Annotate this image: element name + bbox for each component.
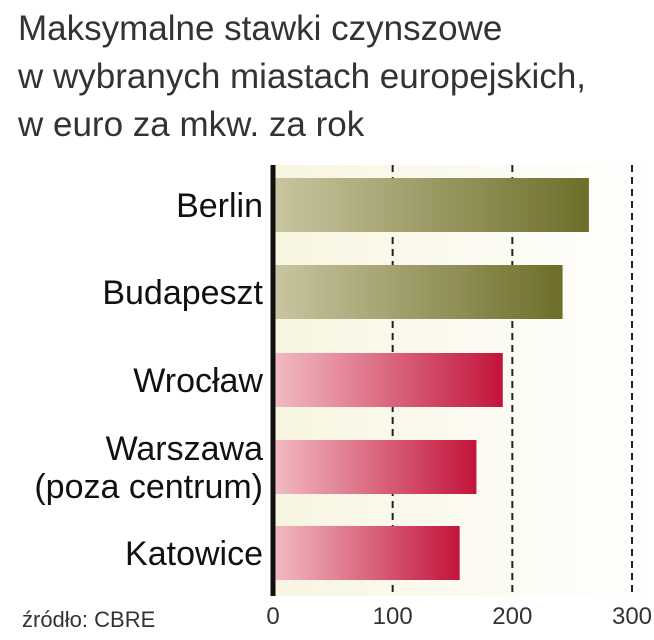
tick-label-100: 100: [373, 603, 413, 630]
bar-wrocław: [273, 353, 503, 407]
category-label-berlin: Berlin: [176, 187, 263, 225]
tick-label-0: 0: [266, 603, 279, 630]
source-note: źródło: CBRE: [22, 607, 155, 632]
category-label-warszawa-line-2: (poza centrum): [34, 468, 263, 506]
bar-katowice: [273, 526, 460, 580]
x-axis-ticks: 0 100 200 300: [266, 603, 652, 630]
bars: [273, 178, 589, 580]
category-labels: Berlin Budapeszt Wrocław Warszawa(poza cent…: [34, 187, 263, 573]
category-label-warszawa-line-1: Warszawa: [106, 430, 264, 468]
chart-title-line-3: w euro za mkw. za rok: [17, 105, 365, 144]
category-label-wrocław: Wrocław: [133, 362, 263, 400]
tick-label-300: 300: [612, 603, 652, 630]
chart-title-line-2: w wybranych miastach europejskich,: [17, 57, 586, 96]
bar-budapeszt: [273, 265, 563, 319]
bar-warszawa: [273, 440, 477, 494]
chart-title: Maksymalne stawki czynszowe w wybranych …: [17, 9, 586, 144]
bar-berlin: [273, 178, 589, 232]
tick-label-200: 200: [492, 603, 532, 630]
category-label-katowice: Katowice: [125, 535, 263, 573]
category-label-budapeszt: Budapeszt: [102, 274, 263, 312]
chart-title-line-1: Maksymalne stawki czynszowe: [18, 9, 502, 48]
